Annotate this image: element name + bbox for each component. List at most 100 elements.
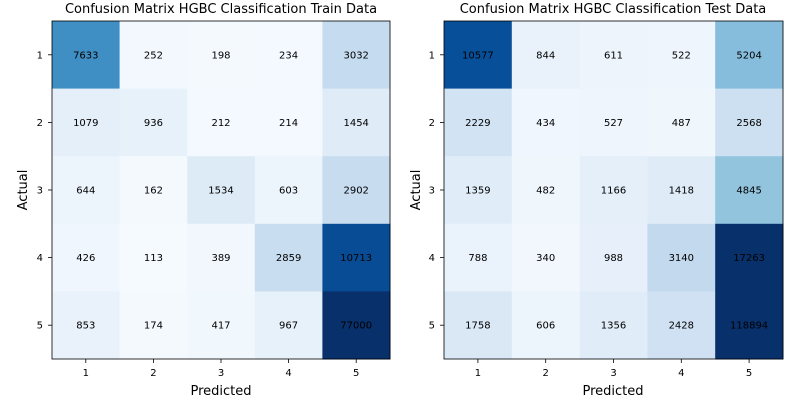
test-cell-r4-c4 — [647, 223, 716, 292]
train-cell-value-r4-c2: 113 — [144, 253, 163, 264]
train-cell-labels: 7633 252 198 234 3032 1079 936 212 214 1454 644 162… — [73, 50, 372, 331]
train-cell-r1-c4 — [254, 21, 323, 90]
test-cell-value-r1-c4: 522 — [672, 50, 691, 61]
train-cell-r5-c5 — [322, 291, 391, 360]
test-cell-value-r1-c2: 844 — [536, 50, 555, 61]
train-cell-r5-c1 — [52, 291, 121, 360]
test-cell-value-r2-c3: 527 — [604, 118, 623, 129]
test-cell-value-r4-c1: 788 — [468, 253, 487, 264]
test-cell-r4-c3 — [579, 223, 648, 292]
test-cell-value-r5-c4: 2428 — [669, 321, 694, 332]
train-cell-r2-c1 — [52, 88, 121, 157]
test-y-tick-label: 4 — [429, 253, 435, 264]
train-x-tick-label: 3 — [218, 368, 224, 379]
train-cell-value-r1-c2: 252 — [144, 50, 163, 61]
test-cell-value-r4-c3: 988 — [604, 253, 623, 264]
test-cell-r2-c2 — [511, 88, 581, 157]
train-confusion-matrix-panel: Confusion Matrix HGBC Classification Tra… — [16, 2, 391, 399]
train-cell-value-r3-c3: 1534 — [208, 186, 233, 197]
test-cell-r3-c3 — [579, 156, 648, 225]
test-cell-r3-c4 — [647, 156, 716, 225]
train-x-tick-label: 5 — [353, 368, 359, 379]
train-cell-r3-c2 — [119, 156, 188, 225]
test-cell-value-r2-c1: 2229 — [465, 118, 490, 129]
test-cell-value-r4-c2: 340 — [536, 253, 555, 264]
train-chart-title: Confusion Matrix HGBC Classification Tra… — [65, 2, 377, 17]
test-cell-value-r5-c2: 606 — [536, 321, 555, 332]
test-chart-title: Confusion Matrix HGBC Classification Tes… — [460, 2, 767, 17]
test-cell-r1-c4 — [647, 21, 716, 90]
train-cell-value-r3-c4: 603 — [279, 186, 298, 197]
test-cell-labels: 10577 844 611 522 5204 2229 434 527 487 2568 1359 4… — [462, 50, 768, 331]
train-heatmap-cells — [52, 21, 391, 360]
test-x-tick-label: 4 — [678, 368, 684, 379]
test-cell-r2-c1 — [444, 88, 513, 157]
train-cell-value-r5-c2: 174 — [144, 321, 163, 332]
test-cell-value-r3-c1: 1359 — [465, 186, 490, 197]
test-cell-r1-c5 — [715, 21, 784, 90]
test-cell-value-r4-c4: 3140 — [669, 253, 694, 264]
train-cell-value-r3-c5: 2902 — [343, 186, 368, 197]
test-x-tick-label: 1 — [475, 368, 481, 379]
train-cell-r5-c3 — [187, 291, 256, 360]
test-x-tick-label: 5 — [746, 368, 752, 379]
train-cell-value-r2-c4: 214 — [279, 118, 298, 129]
train-cell-r1-c2 — [119, 21, 188, 90]
train-x-tick-label: 1 — [83, 368, 89, 379]
test-x-tick-label: 2 — [543, 368, 549, 379]
train-cell-r2-c2 — [119, 88, 188, 157]
test-cell-r4-c2 — [511, 223, 581, 292]
train-cell-value-r1-c4: 234 — [279, 50, 298, 61]
test-cell-value-r1-c3: 611 — [604, 50, 623, 61]
test-cell-r3-c5 — [715, 156, 784, 225]
train-x-ticks: 1 2 3 4 5 — [83, 359, 359, 379]
test-y-tick-label: 1 — [429, 50, 435, 61]
test-cell-r4-c1 — [444, 223, 513, 292]
test-cell-value-r3-c3: 1166 — [601, 186, 626, 197]
test-cell-r4-c5 — [715, 223, 784, 292]
test-y-tick-label: 2 — [429, 118, 435, 129]
train-cell-value-r2-c3: 212 — [211, 118, 230, 129]
test-cell-r3-c2 — [511, 156, 581, 225]
train-cell-value-r3-c2: 162 — [144, 186, 163, 197]
train-cell-r2-c3 — [187, 88, 256, 157]
train-cell-r5-c2 — [119, 291, 188, 360]
test-cell-r5-c1 — [444, 291, 513, 360]
train-cell-r4-c5 — [322, 223, 391, 292]
train-cell-r4-c2 — [119, 223, 188, 292]
train-cell-r2-c5 — [322, 88, 391, 157]
train-x-tick-label: 2 — [150, 368, 156, 379]
train-x-tick-label: 4 — [285, 368, 291, 379]
test-cell-value-r5-c3: 1356 — [601, 321, 626, 332]
train-cell-r1-c3 — [187, 21, 256, 90]
test-heatmap-cells — [444, 21, 784, 360]
train-cell-value-r5-c4: 967 — [279, 321, 298, 332]
test-y-tick-label: 3 — [429, 186, 435, 197]
train-cell-r3-c4 — [254, 156, 323, 225]
train-y-tick-label: 4 — [37, 253, 43, 264]
test-cell-value-r2-c5: 2568 — [736, 118, 761, 129]
test-y-axis-label: Actual — [409, 170, 424, 211]
test-cell-r2-c4 — [647, 88, 716, 157]
train-cell-r4-c1 — [52, 223, 121, 292]
test-cell-r5-c5 — [715, 291, 784, 360]
train-cell-r3-c1 — [52, 156, 121, 225]
test-cell-value-r5-c1: 1758 — [465, 321, 490, 332]
test-cell-value-r2-c2: 434 — [536, 118, 555, 129]
train-cell-value-r3-c1: 644 — [76, 186, 95, 197]
test-cell-value-r5-c5: 118894 — [730, 321, 768, 332]
train-cell-value-r5-c3: 417 — [211, 321, 230, 332]
train-cell-value-r5-c1: 853 — [76, 321, 95, 332]
train-cell-value-r4-c3: 389 — [211, 253, 230, 264]
train-cell-r4-c3 — [187, 223, 256, 292]
test-x-axis-label: Predicted — [582, 384, 643, 399]
test-cell-r1-c3 — [579, 21, 648, 90]
test-cell-r5-c4 — [647, 291, 716, 360]
train-cell-value-r4-c5: 10713 — [340, 253, 372, 264]
train-cell-value-r2-c1: 1079 — [73, 118, 98, 129]
train-y-tick-label: 5 — [37, 321, 43, 332]
test-cell-r5-c2 — [511, 291, 581, 360]
test-y-tick-label: 5 — [429, 321, 435, 332]
test-x-ticks: 1 2 3 4 5 — [475, 359, 752, 379]
